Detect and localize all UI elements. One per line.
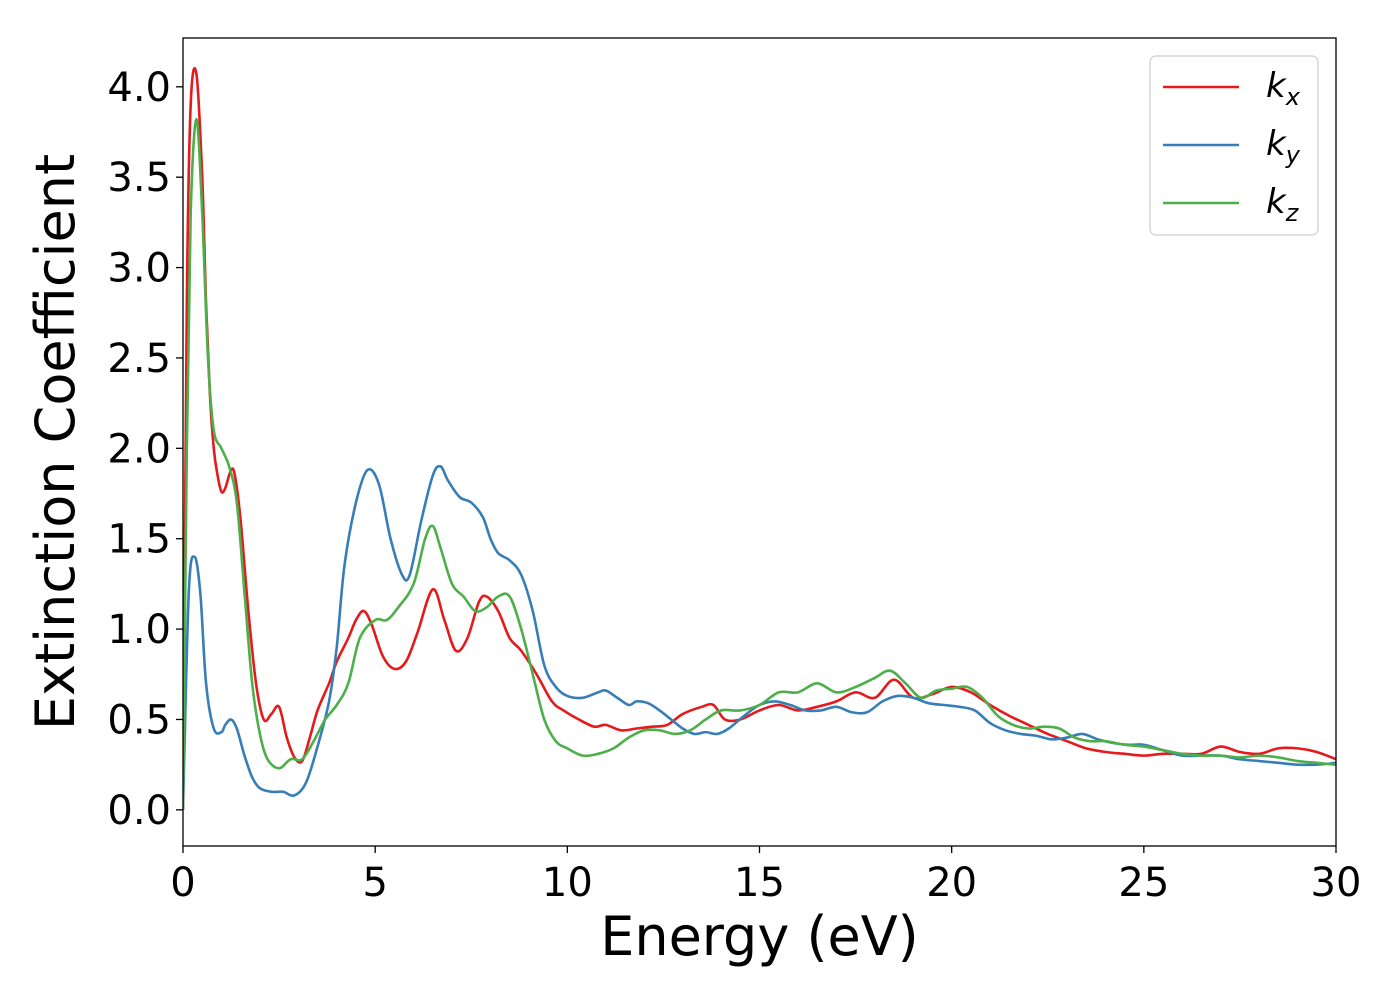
legend-label-subscript: y [1285,141,1301,169]
y-tick-label: 1.5 [107,517,171,563]
series-lines [183,67,1336,810]
x-tick-label: 5 [362,860,387,906]
x-tick-label: 15 [734,860,785,906]
x-tick-label: 20 [926,860,977,906]
series-line-kz [183,118,1336,810]
legend-label-ky: ky [1266,124,1301,169]
y-axis-label: Extinction Coefficient [24,154,87,730]
y-tick-label: 1.0 [107,607,171,653]
legend-label-main: k [1266,66,1287,106]
axis-ticks: 0 5 10 15 20 25 30 0.0 0.5 1.0 1.5 2.0 2.5 3.0 3.5 4.0 [107,65,1361,906]
y-tick-label: 3.0 [107,246,171,292]
legend-label-kx: kx [1266,66,1301,111]
y-tick-label: 0.0 [107,788,171,834]
y-tick-label: 3.5 [107,155,171,201]
series-line-ky [183,464,1336,810]
series-line-kx [183,67,1336,810]
legend-label-main: k [1266,182,1287,222]
legend-label-subscript: x [1285,83,1301,111]
plot-frame [182,37,1337,847]
y-tick-label: 0.5 [107,697,171,743]
x-axis-label: Energy (eV) [600,905,919,968]
legend-label-kz: kz [1266,182,1300,227]
legend-label-subscript: z [1285,199,1300,227]
legend-label-main: k [1266,124,1287,164]
y-tick-label: 2.5 [107,336,171,382]
x-tick-label: 10 [542,860,593,906]
x-tick-label: 0 [170,860,195,906]
y-tick-label: 2.0 [107,426,171,472]
x-tick-label: 30 [1311,860,1362,906]
y-tick-label: 4.0 [107,65,171,111]
x-tick-label: 25 [1118,860,1169,906]
